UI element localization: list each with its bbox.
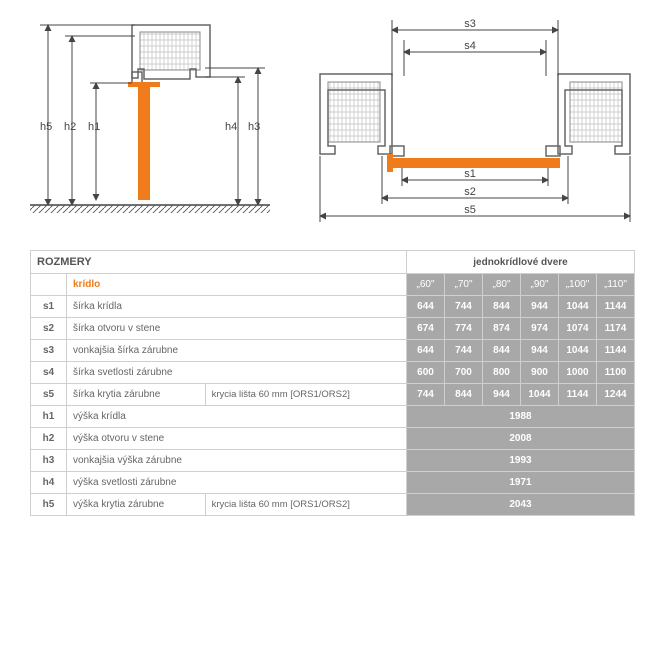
value-cell: 744 xyxy=(445,296,483,318)
table-row: s2šírka otvoru v stene674774874974107411… xyxy=(31,318,635,340)
table-header-right: jednokrídlové dvere xyxy=(407,251,635,274)
code-cell: h1 xyxy=(31,406,67,428)
value-cell: 2008 xyxy=(407,428,635,450)
value-cell: 1000 xyxy=(559,362,597,384)
table-row: s5šírka krytia zárubnekrycia lišta 60 mm… xyxy=(31,384,635,406)
desc-cell: vonkajšia šírka zárubne xyxy=(67,340,407,362)
value-cell: 874 xyxy=(483,318,521,340)
desc-cell: výška otvoru v stene xyxy=(67,428,407,450)
value-cell: 1144 xyxy=(559,384,597,406)
value-cell: 944 xyxy=(521,296,559,318)
size-60: „60" xyxy=(407,274,445,296)
kridlo-label: krídlo xyxy=(67,274,407,296)
value-cell: 674 xyxy=(407,318,445,340)
value-cell: 744 xyxy=(407,384,445,406)
value-cell: 844 xyxy=(445,384,483,406)
value-cell: 1144 xyxy=(597,340,635,362)
code-cell: s3 xyxy=(31,340,67,362)
size-90: „90" xyxy=(521,274,559,296)
code-cell: h5 xyxy=(31,494,67,516)
desc-cell: šírka otvoru v stene xyxy=(67,318,407,340)
desc-cell: šírka krídla xyxy=(67,296,407,318)
diagram-left: h5 h2 h1 h4 h3 xyxy=(20,10,280,230)
value-cell: 1044 xyxy=(559,296,597,318)
label-h5: h5 xyxy=(40,121,52,133)
label-h1: h1 xyxy=(88,121,100,133)
value-cell: 2043 xyxy=(407,494,635,516)
value-cell: 1044 xyxy=(559,340,597,362)
desc-cell: výška svetlosti zárubne xyxy=(67,472,407,494)
dimensions-table-wrap: ROZMERY jednokrídlové dvere krídlo „60" … xyxy=(0,240,665,536)
size-80: „80" xyxy=(483,274,521,296)
table-row: h5výška krytia zárubnekrycia lišta 60 mm… xyxy=(31,494,635,516)
value-cell: 600 xyxy=(407,362,445,384)
value-cell: 844 xyxy=(483,296,521,318)
table-row: s3vonkajšia šírka zárubne644744844944104… xyxy=(31,340,635,362)
table-row: h2výška otvoru v stene2008 xyxy=(31,428,635,450)
table-header-left: ROZMERY xyxy=(31,251,407,274)
table-row: h3vonkajšia výška zárubne1993 xyxy=(31,450,635,472)
note-cell: krycia lišta 60 mm [ORS1/ORS2] xyxy=(205,384,406,406)
label-s5: s5 xyxy=(464,204,476,216)
value-cell: 1244 xyxy=(597,384,635,406)
size-110: „110" xyxy=(597,274,635,296)
desc-cell: šírka svetlosti zárubne xyxy=(67,362,407,384)
label-h4: h4 xyxy=(225,121,237,133)
table-row: h1výška krídla1988 xyxy=(31,406,635,428)
value-cell: 644 xyxy=(407,340,445,362)
value-cell: 1971 xyxy=(407,472,635,494)
label-s1: s1 xyxy=(464,168,476,180)
code-cell: h2 xyxy=(31,428,67,450)
label-s2: s2 xyxy=(464,186,476,198)
dimensions-table: ROZMERY jednokrídlové dvere krídlo „60" … xyxy=(30,250,635,516)
code-cell: h4 xyxy=(31,472,67,494)
table-row: s1šírka krídla64474484494410441144 xyxy=(31,296,635,318)
value-cell: 900 xyxy=(521,362,559,384)
label-h2: h2 xyxy=(64,121,76,133)
value-cell: 800 xyxy=(483,362,521,384)
value-cell: 1074 xyxy=(559,318,597,340)
table-row: s4šírka svetlosti zárubne600700800900100… xyxy=(31,362,635,384)
code-cell: s5 xyxy=(31,384,67,406)
value-cell: 1993 xyxy=(407,450,635,472)
desc-cell: šírka krytia zárubne xyxy=(67,384,206,406)
code-cell: s2 xyxy=(31,318,67,340)
value-cell: 944 xyxy=(521,340,559,362)
label-h3: h3 xyxy=(248,121,260,133)
table-row: h4výška svetlosti zárubne1971 xyxy=(31,472,635,494)
code-cell: s1 xyxy=(31,296,67,318)
value-cell: 844 xyxy=(483,340,521,362)
code-cell: h3 xyxy=(31,450,67,472)
value-cell: 974 xyxy=(521,318,559,340)
label-s3: s3 xyxy=(464,18,476,30)
value-cell: 1100 xyxy=(597,362,635,384)
label-s4: s4 xyxy=(464,40,476,52)
code-cell: s4 xyxy=(31,362,67,384)
value-cell: 1988 xyxy=(407,406,635,428)
value-cell: 700 xyxy=(445,362,483,384)
desc-cell: výška krytia zárubne xyxy=(67,494,206,516)
value-cell: 774 xyxy=(445,318,483,340)
size-70: „70" xyxy=(445,274,483,296)
value-cell: 944 xyxy=(483,384,521,406)
size-100: „100" xyxy=(559,274,597,296)
value-cell: 1174 xyxy=(597,318,635,340)
value-cell: 1044 xyxy=(521,384,559,406)
note-cell: krycia lišta 60 mm [ORS1/ORS2] xyxy=(205,494,406,516)
value-cell: 744 xyxy=(445,340,483,362)
diagram-area: h5 h2 h1 h4 h3 xyxy=(0,0,665,240)
value-cell: 644 xyxy=(407,296,445,318)
diagram-right: s3 s4 s1 s2 s5 xyxy=(310,10,640,230)
value-cell: 1144 xyxy=(597,296,635,318)
desc-cell: výška krídla xyxy=(67,406,407,428)
desc-cell: vonkajšia výška zárubne xyxy=(67,450,407,472)
